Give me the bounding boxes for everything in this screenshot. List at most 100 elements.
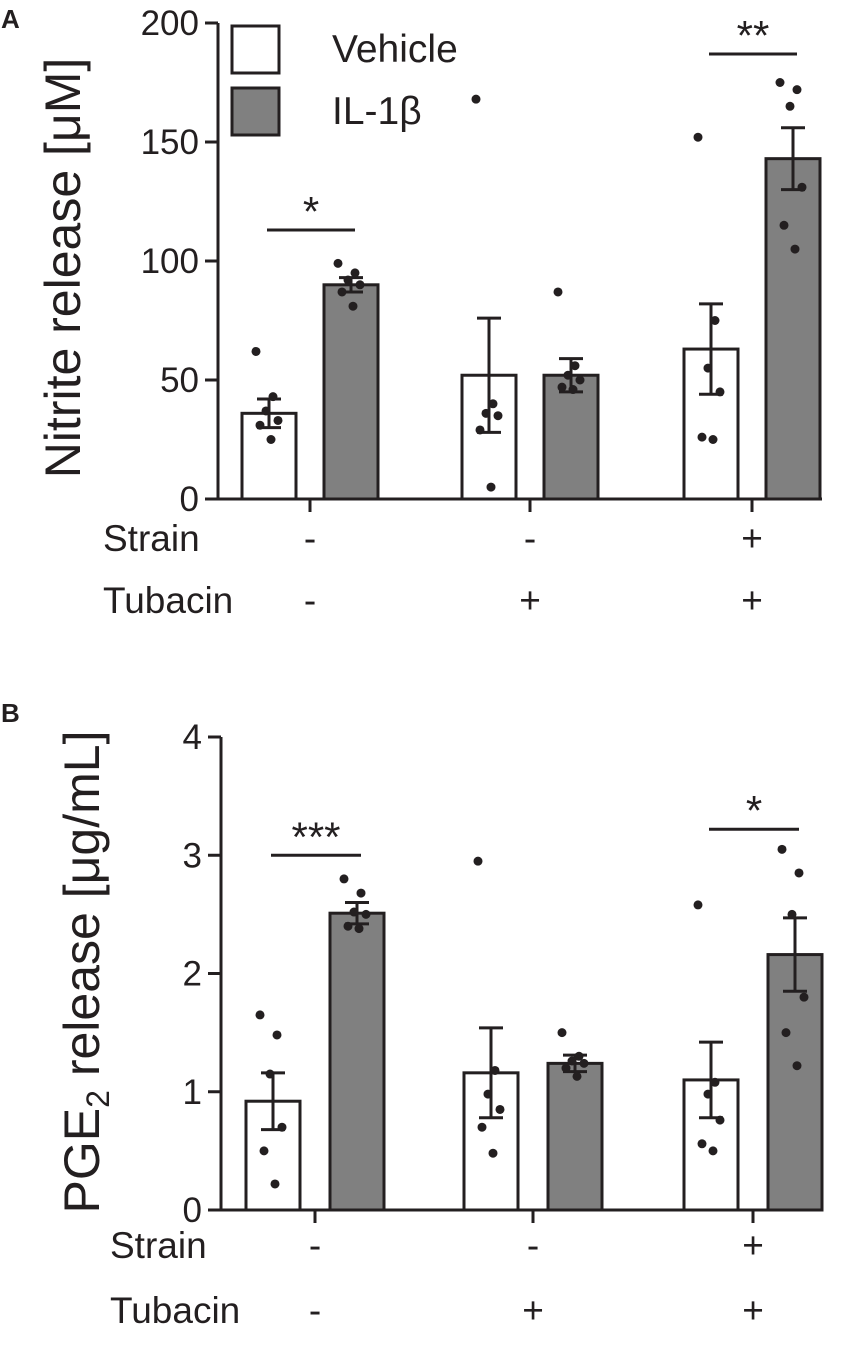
data-point-il1b-group-3 [790, 244, 800, 254]
factor-value-tubacin-group-2: + [522, 1290, 544, 1331]
data-point-il1b-group-3 [785, 101, 795, 111]
y-tick-label: 50 [160, 361, 199, 400]
legend-swatch-vehicle [230, 24, 281, 75]
bar-il1b-group-3 [766, 953, 824, 1212]
data-point-vehicle-group-2 [477, 1122, 487, 1132]
data-point-vehicle-group-2 [481, 408, 491, 418]
legend-label-vehicle: Vehicle [332, 28, 458, 71]
data-point-vehicle-group-3 [710, 316, 720, 325]
data-point-il1b-group-2 [557, 382, 567, 392]
data-point-vehicle-group-3 [715, 387, 725, 397]
bars-b [244, 911, 824, 1212]
data-points-b [255, 844, 809, 1189]
factor-row-label-strain: Strain [110, 1225, 207, 1266]
bar-il1b-group-2 [546, 1061, 604, 1212]
data-point-vehicle-group-3 [693, 900, 703, 910]
bar-il1b-group-1 [322, 283, 380, 501]
data-point-vehicle-group-1 [266, 435, 276, 444]
data-point-il1b-group-1 [343, 275, 353, 285]
data-point-il1b-group-1 [337, 287, 347, 297]
data-point-vehicle-group-3 [693, 132, 703, 142]
data-points-a [251, 78, 807, 492]
legend-swatch-il1b [230, 86, 281, 137]
data-point-il1b-group-2 [567, 1056, 577, 1066]
data-point-il1b-group-1 [333, 258, 343, 268]
data-point-vehicle-group-3 [697, 1139, 707, 1149]
y-tick-label: 1 [183, 1073, 202, 1112]
data-point-il1b-group-2 [563, 370, 573, 380]
factor-value-tubacin-group-2: + [519, 580, 541, 621]
significance-label: *** [291, 813, 340, 860]
bar-il1b-group-2 [542, 373, 600, 501]
factor-row-label-tubacin: Tubacin [110, 1290, 240, 1331]
data-point-vehicle-group-1 [251, 346, 261, 356]
data-point-vehicle-group-1 [268, 392, 278, 402]
data-point-il1b-group-2 [575, 375, 585, 385]
data-point-il1b-group-3 [794, 868, 804, 878]
data-point-vehicle-group-2 [488, 399, 498, 409]
significance-label: ** [737, 12, 770, 59]
y-axis-label-b-main: PGE [54, 1108, 110, 1214]
data-point-il1b-group-1 [355, 280, 365, 290]
data-point-vehicle-group-1 [261, 406, 271, 416]
data-point-vehicle-group-3 [708, 1146, 718, 1156]
significance-b: **** [271, 787, 799, 860]
factor-value-strain-group-2: - [527, 1225, 539, 1266]
y-tick-label: 3 [183, 836, 202, 875]
data-point-vehicle-group-1 [259, 1146, 269, 1156]
panel-label-b: B [1, 698, 20, 728]
y-tick-label: 0 [183, 1191, 202, 1230]
y-axis-a: 0 50 100 150 200 [141, 4, 822, 519]
factor-value-strain-group-3: + [741, 518, 763, 559]
factor-table-b: Strain - - + Tubacin - + + [110, 1225, 764, 1331]
y-axis-b: 0 1 2 3 4 [183, 718, 823, 1230]
y-tick-label: 100 [141, 242, 199, 281]
data-point-il1b-group-3 [799, 992, 809, 1002]
data-point-il1b-group-2 [572, 1071, 582, 1081]
data-point-il1b-group-1 [343, 921, 353, 931]
data-point-il1b-group-3 [792, 85, 802, 95]
factor-value-strain-group-1: - [309, 1225, 321, 1266]
data-point-vehicle-group-2 [475, 425, 485, 435]
data-point-il1b-group-1 [356, 888, 366, 898]
data-point-vehicle-group-3 [703, 1089, 713, 1099]
factor-value-tubacin-group-1: - [304, 580, 316, 621]
factor-value-tubacin-group-1: - [309, 1290, 321, 1331]
data-point-il1b-group-2 [553, 287, 563, 297]
y-axis-label-b: PGE2 release [μg/mL] [54, 731, 116, 1214]
data-point-il1b-group-2 [570, 361, 580, 371]
data-point-vehicle-group-2 [488, 1148, 498, 1158]
data-point-il1b-group-1 [354, 924, 364, 934]
data-point-il1b-group-2 [568, 385, 578, 395]
data-point-vehicle-group-3 [715, 1115, 725, 1125]
bar-il1b-group-1 [328, 911, 386, 1212]
data-point-vehicle-group-2 [473, 856, 483, 866]
data-point-vehicle-group-1 [273, 415, 283, 425]
data-point-vehicle-group-2 [495, 1104, 505, 1114]
data-point-vehicle-group-1 [272, 1030, 282, 1040]
data-point-il1b-group-2 [574, 1051, 584, 1061]
data-point-il1b-group-3 [775, 78, 785, 87]
y-tick-label: 2 [183, 955, 202, 994]
significance-label: * [303, 188, 319, 235]
data-point-il1b-group-3 [787, 909, 797, 919]
data-point-vehicle-group-2 [490, 1065, 500, 1075]
data-point-il1b-group-3 [779, 220, 789, 230]
data-point-vehicle-group-1 [277, 1122, 287, 1132]
factor-value-strain-group-1: - [304, 518, 316, 559]
legend-a: Vehicle IL-1β [230, 24, 458, 137]
data-point-il1b-group-3 [797, 182, 807, 192]
data-point-il1b-group-2 [579, 1058, 589, 1068]
data-point-vehicle-group-2 [471, 94, 481, 104]
data-point-vehicle-group-1 [255, 420, 265, 430]
significance-label: * [746, 787, 762, 834]
y-tick-label: 200 [141, 4, 199, 43]
data-point-il1b-group-1 [349, 907, 359, 917]
data-point-il1b-group-1 [339, 874, 349, 884]
factor-value-tubacin-group-3: + [742, 1290, 764, 1331]
y-tick-label: 0 [180, 480, 199, 519]
data-point-vehicle-group-1 [255, 1010, 265, 1020]
data-point-il1b-group-2 [557, 1028, 567, 1038]
